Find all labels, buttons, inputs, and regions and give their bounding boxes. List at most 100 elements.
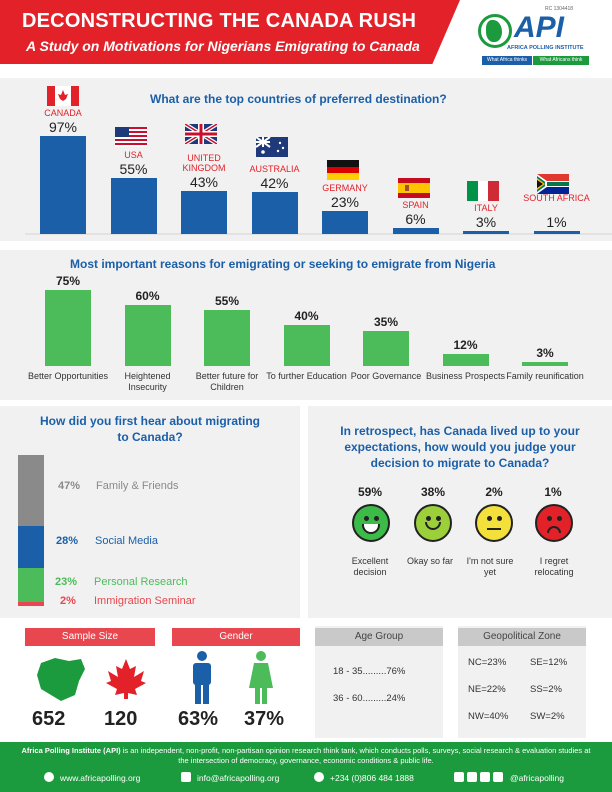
reason-label: To further Education	[266, 371, 347, 381]
expectations-question: In retrospect, has Canada lived up to yo…	[340, 424, 580, 470]
reason-label: Heightened Insecurity	[124, 371, 171, 392]
destination-bar	[251, 191, 298, 234]
footer-about: Africa Polling Institute (API) is an ind…	[20, 746, 592, 766]
sample-nigeria-value: 652	[32, 708, 66, 730]
destination-pct: 42%	[260, 174, 289, 191]
expectation-pct-okay: 38%	[420, 485, 446, 499]
destination-bar	[110, 178, 157, 234]
heard-panel	[0, 406, 300, 618]
instagram-icon[interactable]	[454, 772, 464, 782]
footer-email-link[interactable]: info@africapolling.org	[197, 773, 280, 783]
age-row-older: 36 - 60.........24%	[333, 693, 406, 704]
heard-pct-seminar: 2%	[60, 595, 76, 607]
reason-bar	[442, 353, 489, 366]
destination-country: SPAIN	[402, 199, 429, 210]
expectation-label-okay: Okay so far	[406, 556, 453, 566]
reason-bar	[204, 310, 250, 366]
destination-country: GERMANY	[322, 182, 368, 193]
heard-label-family: Family & Friends	[96, 480, 179, 492]
sample-canada-value: 120	[104, 708, 138, 730]
female-icon	[249, 651, 273, 704]
africa-map-icon	[486, 20, 502, 42]
heard-pct-social: 28%	[56, 535, 79, 547]
nigeria-map-icon	[37, 658, 85, 701]
heard-label-seminar: Immigration Seminar	[94, 595, 196, 607]
reason-bar	[45, 290, 91, 366]
destination-pct: 43%	[189, 173, 219, 190]
maple-leaf-icon	[106, 659, 146, 699]
tagline-right: What Africans think	[533, 56, 589, 65]
reason-label: Better Opportunities	[27, 371, 109, 381]
reason-label: Business Prospects	[425, 371, 506, 381]
reason-pct: 35%	[373, 314, 399, 329]
expectation-label-excellent: Excellent decision	[351, 556, 389, 577]
footer-about-org: Africa Polling Institute (API)	[21, 746, 121, 755]
gender-female-value: 37%	[244, 708, 285, 730]
uk-flag-icon	[185, 124, 217, 144]
facebook-icon[interactable]	[480, 772, 490, 782]
geo-ss: SS=2%	[530, 684, 562, 695]
destinations-question: What are the top countries of preferred …	[150, 92, 447, 106]
geo-sw: SW=2%	[530, 711, 565, 722]
linkedin-icon[interactable]	[493, 772, 503, 782]
chart-baseline	[25, 233, 612, 235]
reason-bar	[522, 362, 568, 366]
destination-pct: 23%	[330, 193, 360, 210]
destination-bar	[392, 227, 439, 234]
expectation-pct-excellent: 59%	[357, 485, 383, 499]
destination-bar	[322, 210, 368, 234]
reason-label: Better future for Children	[195, 371, 259, 392]
heard-bar-family	[18, 455, 44, 526]
smiling-face-icon	[414, 504, 452, 542]
very-happy-face-icon	[352, 504, 390, 542]
italy-flag-icon	[467, 181, 499, 201]
twitter-icon[interactable]	[467, 772, 477, 782]
reason-bar	[124, 305, 171, 366]
destination-pct: 97%	[48, 119, 78, 135]
geo-se: SE=12%	[530, 657, 568, 668]
mail-icon	[181, 772, 191, 782]
sample-size-header: Sample Size	[25, 628, 155, 646]
reason-bar	[363, 330, 409, 366]
destination-country: SOUTH AFRICA	[523, 193, 590, 203]
footer	[0, 742, 612, 792]
logo-subtext: AFRICA POLLING INSTITUTE	[507, 45, 584, 51]
reason-label: Poor Governance	[350, 371, 422, 381]
gender-male-value: 63%	[178, 708, 219, 730]
reasons-question: Most important reasons for emigrating or…	[70, 257, 496, 271]
heard-bar-research	[18, 568, 44, 602]
destination-bar	[463, 230, 509, 234]
spain-flag-icon	[398, 178, 430, 198]
tagline-left: What Africa thinks	[482, 56, 532, 65]
reason-pct: 40%	[294, 309, 319, 324]
reason-pct: 75%	[55, 274, 81, 288]
whatsapp-icon	[314, 772, 324, 782]
heard-label-social: Social Media	[95, 535, 158, 547]
usa-flag-icon	[115, 127, 147, 147]
reason-label: Family reunification	[506, 371, 584, 381]
canada-flag-icon	[47, 86, 79, 106]
reason-bar	[283, 325, 330, 366]
destination-country: CANADA	[44, 108, 82, 118]
footer-website-link[interactable]: www.africapolling.org	[60, 773, 141, 783]
heard-pct-family: 47%	[58, 480, 81, 492]
geo-nw: NW=40%	[468, 711, 509, 722]
heard-label-research: Personal Research	[94, 576, 188, 588]
footer-phone[interactable]: +234 (0)806 484 1888	[330, 773, 414, 783]
destination-bar	[40, 136, 86, 234]
globe-icon	[44, 772, 54, 782]
destination-bar	[181, 190, 227, 234]
destination-pct: 3%	[475, 213, 497, 230]
australia-flag-icon	[256, 137, 288, 157]
geo-nc: NC=23%	[468, 657, 507, 668]
reasons-panel	[0, 250, 612, 400]
reason-pct: 12%	[453, 337, 478, 352]
registration-number: RC 1304418	[545, 6, 574, 12]
south-africa-flag-icon	[537, 174, 569, 194]
expectation-label-unsure: I'm not sure yet	[466, 556, 514, 577]
title-banner	[0, 0, 460, 64]
destination-country: AUSTRALIA	[249, 163, 300, 174]
destination-country: USA	[124, 150, 143, 161]
heard-question: How did you first hear about migrating t…	[40, 414, 261, 444]
footer-social-handle[interactable]: @africapolling	[510, 773, 564, 783]
